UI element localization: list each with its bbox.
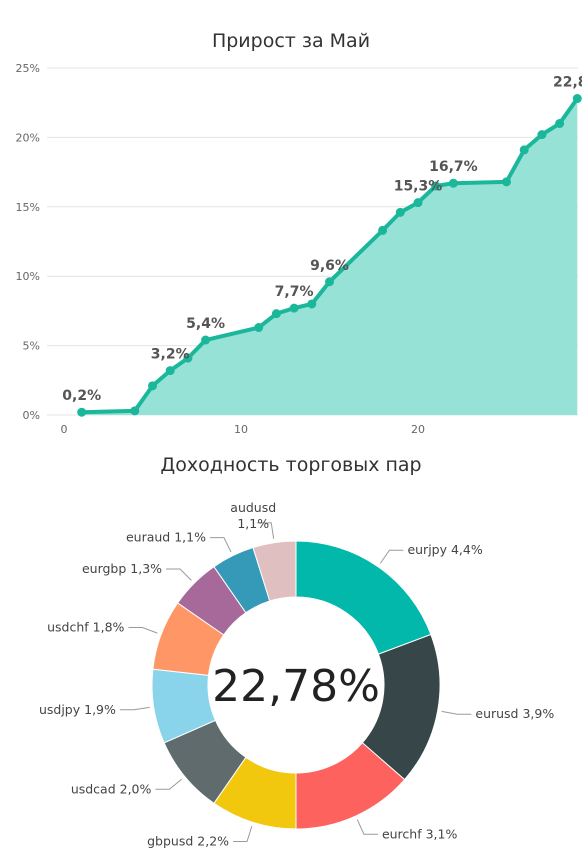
data-point <box>413 198 423 208</box>
data-point <box>148 381 157 391</box>
donut-slice-audusd <box>252 540 297 602</box>
y-tick-label: 25% <box>16 62 40 75</box>
leader-line <box>257 522 275 539</box>
data-point <box>431 181 441 191</box>
slice-label: euraud 1,1% <box>126 530 206 545</box>
data-point <box>307 299 317 309</box>
slice-label: usdcad 2,0% <box>71 781 152 796</box>
data-point <box>130 406 140 416</box>
donut-slice-eurjpy <box>295 540 432 655</box>
line-chart-title: Прирост за Май <box>211 30 371 52</box>
leader-line <box>119 706 150 711</box>
donut-chart-panel: Доходность торговых пар eurjpy 4,4% eurus… <box>0 440 582 853</box>
data-label: 22,8% <box>553 75 582 91</box>
data-point <box>254 323 264 333</box>
leader-line <box>155 778 183 790</box>
leader-line <box>441 710 472 715</box>
data-point <box>289 303 299 313</box>
slice-label: usdjpy 1,9% <box>39 702 116 717</box>
data-point <box>572 94 582 104</box>
leader-line <box>128 626 158 634</box>
data-label: 0,2% <box>62 388 101 404</box>
data-label: 16,7% <box>429 159 478 175</box>
data-point <box>448 178 458 188</box>
x-tick-label: 10 <box>234 423 248 436</box>
slice-label: gbpusd 2,2% <box>147 834 229 849</box>
data-point <box>77 407 87 417</box>
data-point <box>395 207 405 217</box>
data-point <box>271 309 281 319</box>
y-tick-label: 10% <box>16 270 40 283</box>
slice-label: eurgbp 1,3% <box>82 561 162 576</box>
y-tick-label: 5% <box>23 340 40 353</box>
x-tick-label: 20 <box>411 423 425 436</box>
data-label: 3,2% <box>151 347 190 363</box>
data-point <box>201 335 211 345</box>
donut-chart-svg: eurjpy 4,4% eurusd 3,9% eurchf 3,1% gbpusd … <box>39 500 554 849</box>
data-label: 9,6% <box>310 258 349 274</box>
data-point <box>502 177 511 187</box>
line-chart-svg: 0%5%10%15%20%25%01020300,2%3,2%5,4%7,7%9… <box>16 62 582 436</box>
data-point <box>537 130 547 140</box>
data-label: 5,4% <box>186 316 225 332</box>
slice-label: usdchf 1,8% <box>47 619 124 634</box>
data-point <box>183 353 193 363</box>
slice-label: eurusd 3,9% <box>475 706 554 721</box>
data-label: 15,3% <box>394 179 443 195</box>
data-point <box>165 366 175 376</box>
y-tick-label: 15% <box>16 201 40 214</box>
donut-chart-title: Доходность торговых пар <box>160 454 422 476</box>
leader-line <box>166 568 192 581</box>
slice-label: eurchf 3,1% <box>382 826 458 841</box>
data-point <box>325 277 334 287</box>
data-point <box>378 225 388 235</box>
x-tick-label: 0 <box>61 423 68 436</box>
donut-center-value: 22,78% <box>212 661 380 712</box>
leader-line <box>379 549 404 564</box>
data-point <box>555 119 565 129</box>
leader-line <box>233 826 253 843</box>
data-label: 7,7% <box>275 284 314 300</box>
y-tick-label: 20% <box>16 131 40 144</box>
line-chart-panel: Прирост за Май 0%5%10%15%20%25%01020300,… <box>16 30 582 436</box>
area-fill <box>81 98 578 415</box>
leader-line <box>209 537 232 553</box>
y-tick-label: 0% <box>23 409 40 422</box>
data-point <box>519 145 529 155</box>
slice-label: 1,1% <box>237 516 269 531</box>
slice-label: eurjpy 4,4% <box>407 542 482 557</box>
leader-line <box>356 819 378 835</box>
slice-label: audusd <box>230 500 276 515</box>
